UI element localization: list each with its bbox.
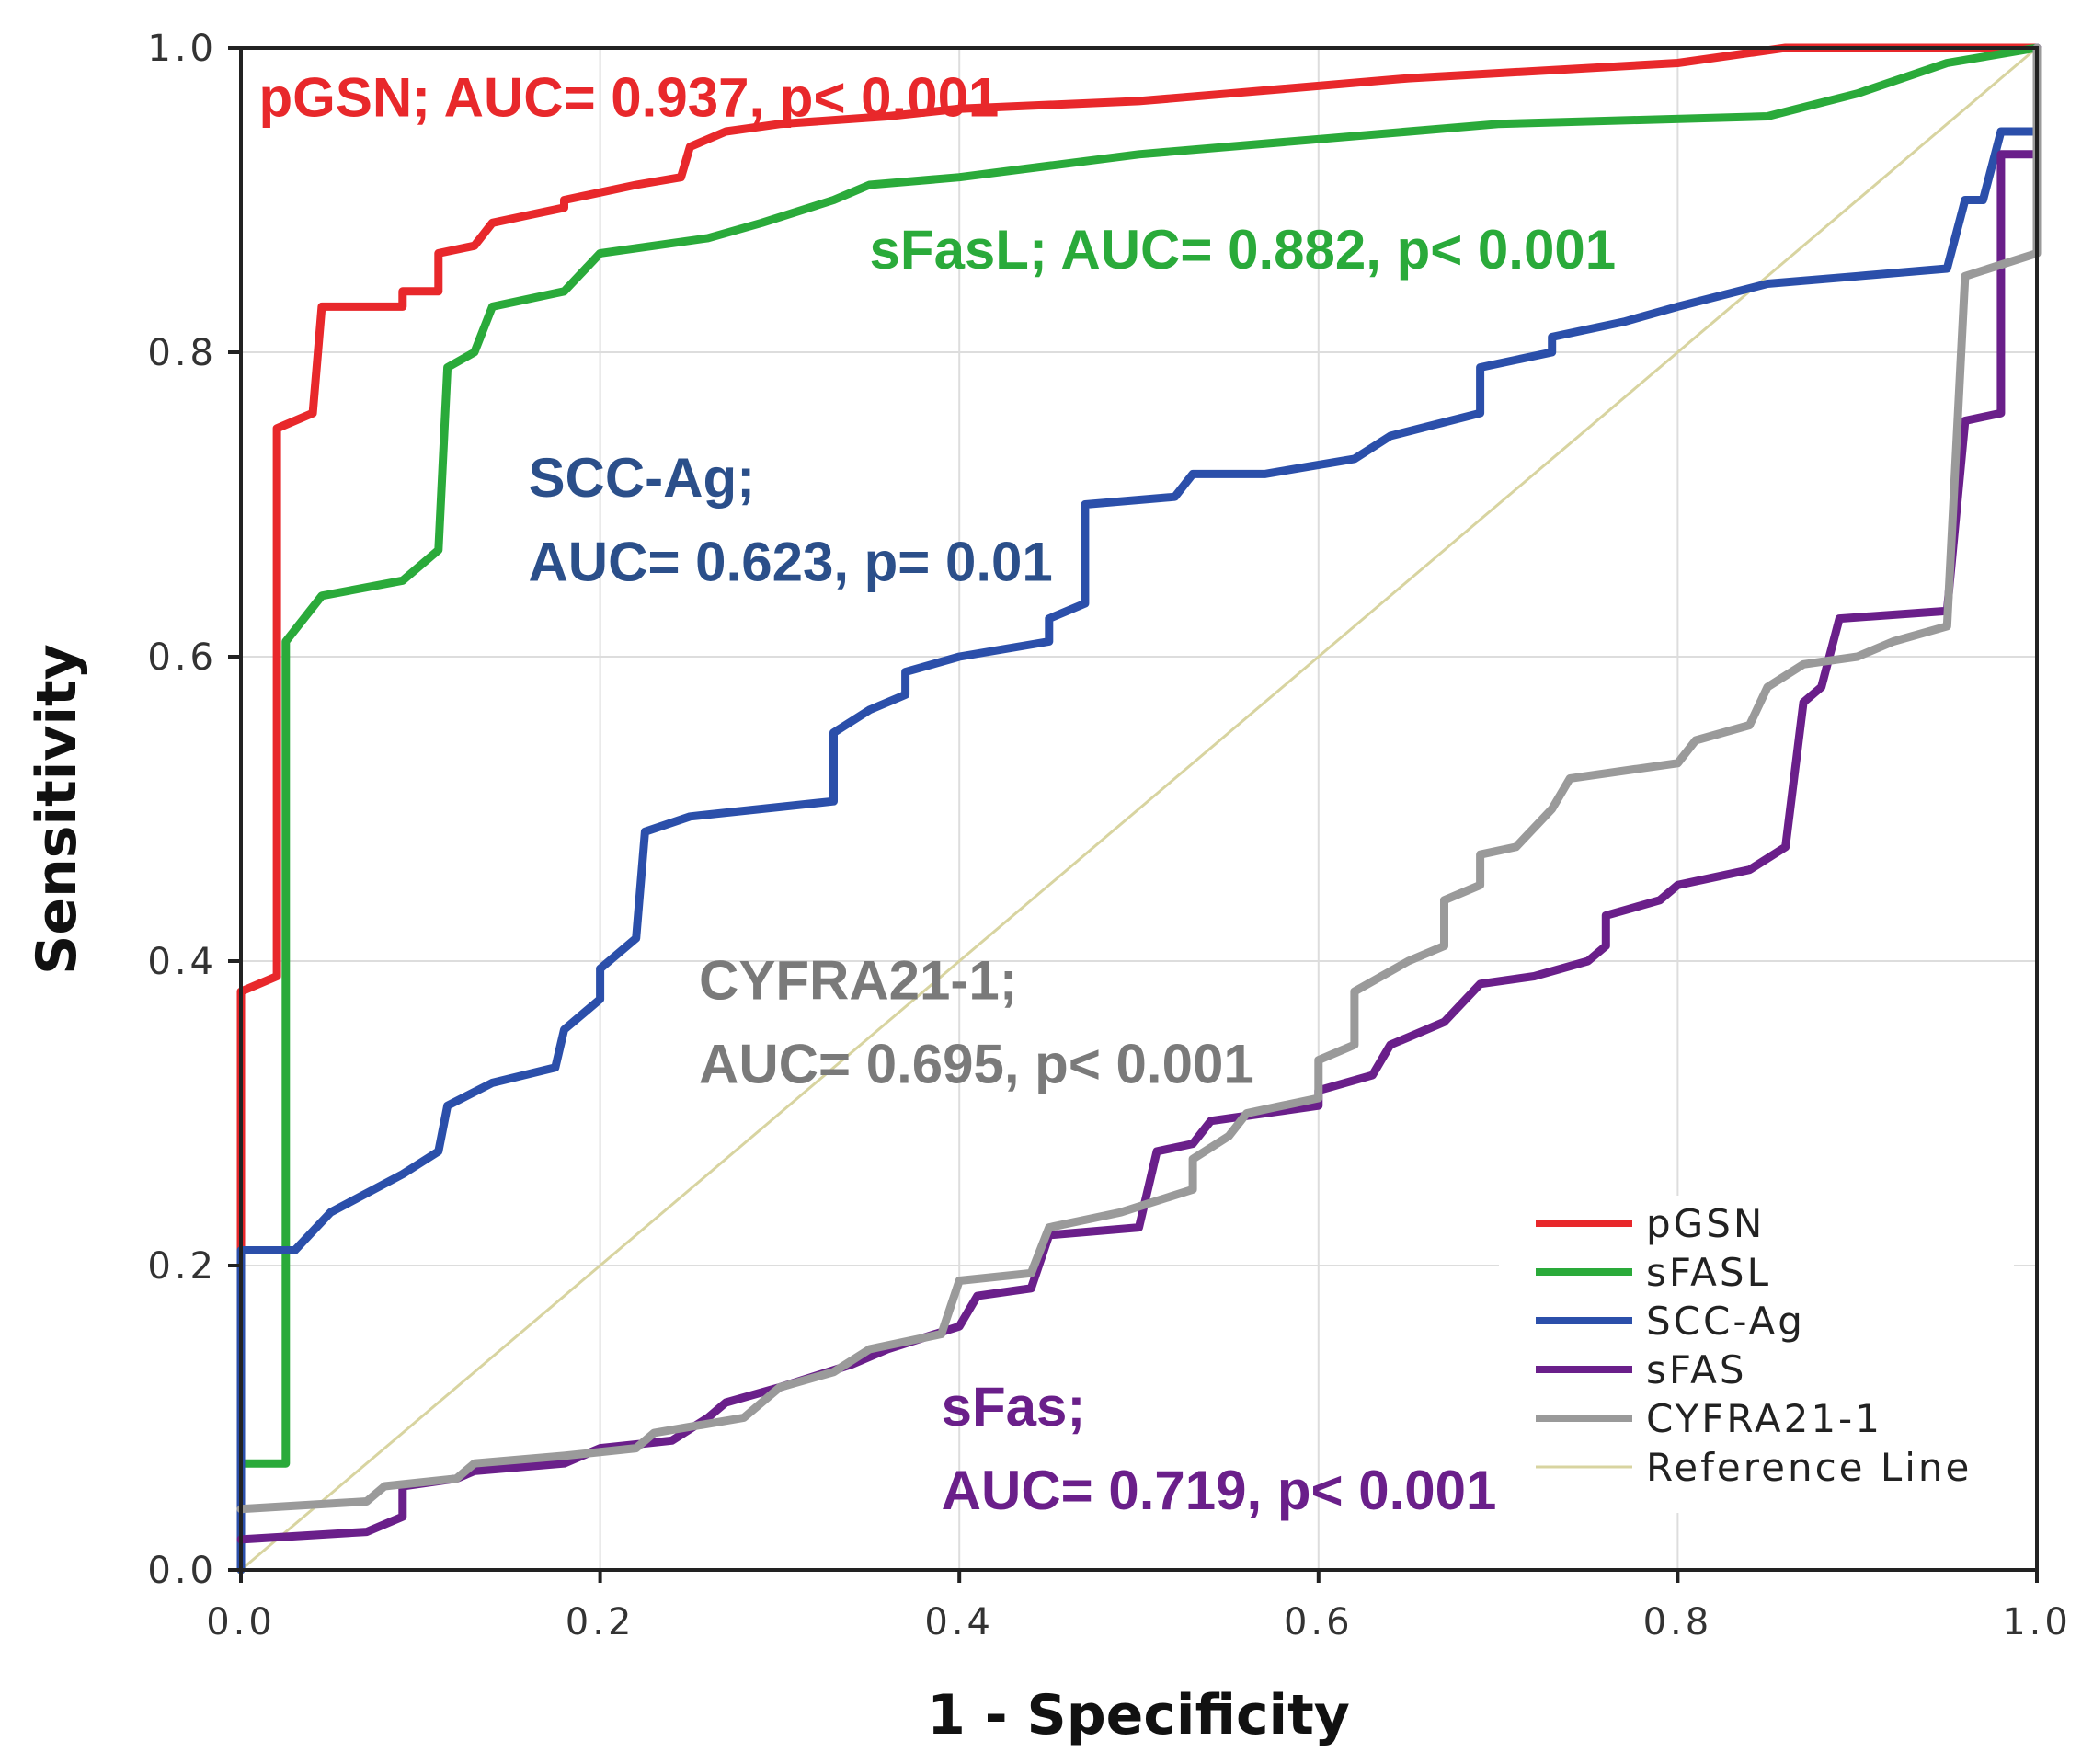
y-tick-label: 0.4	[147, 941, 217, 983]
x-tick-label: 0.2	[566, 1601, 635, 1644]
x-tick-label: 0.6	[1284, 1601, 1354, 1644]
series-line-sfasl	[236, 43, 2042, 1575]
y-tick-label: 1.0	[147, 28, 217, 70]
y-tick-label: 0.0	[147, 1550, 217, 1592]
legend-label-cyfra21-1: CYFRA21-1	[1646, 1396, 1882, 1441]
legend-label-sfas: sFAS	[1646, 1347, 1747, 1392]
series-line-cyfra21-1	[236, 43, 2042, 1514]
annotation-pgsn: pGSN; AUC= 0.937, p< 0.001	[259, 66, 1000, 128]
x-axis-title: 1 - Specificity	[927, 1683, 1350, 1747]
y-tick-label: 0.6	[147, 636, 217, 679]
y-tick-label: 0.8	[147, 332, 217, 374]
annotation-scc2: AUC= 0.623, p= 0.01	[528, 531, 1052, 592]
annotation-cyfra2: AUC= 0.695, p< 0.001	[699, 1033, 1254, 1094]
annotations: pGSN; AUC= 0.937, p< 0.001 sFasL; AUC= 0.…	[259, 66, 1617, 1520]
series-line-pgsn	[236, 43, 2042, 1575]
series-line-reference-line	[239, 46, 2039, 1572]
legend-box	[1499, 1196, 2014, 1513]
legend-label-reference-line: Reference Line	[1646, 1445, 1972, 1490]
legend-label-scc-ag: SCC-Ag	[1646, 1299, 1805, 1344]
series-layer	[236, 43, 2042, 1575]
annotation-sfasl: sFasL; AUC= 0.882, p< 0.001	[870, 219, 1617, 281]
annotation-sfas1: sFas;	[942, 1376, 1086, 1438]
annotation-scc1: SCC-Ag;	[528, 447, 755, 509]
legend-label-pgsn: pGSN	[1646, 1201, 1765, 1246]
plot-frame	[239, 46, 2039, 1572]
x-tick-label: 0.0	[206, 1601, 276, 1644]
annotation-cyfra1: CYFRA21-1;	[699, 949, 1018, 1011]
axis-ticks: 0.0 0.2 0.4 0.6 0.8 1.0 0.0 0.2 0.4 0.6 0.8 1.0	[147, 28, 2072, 1644]
y-tick-label: 0.2	[147, 1245, 217, 1288]
series-line-scc-ag	[236, 43, 2042, 1575]
x-tick-label: 1.0	[2002, 1601, 2072, 1644]
legend-label-sfasl: sFASL	[1646, 1250, 1771, 1295]
annotation-sfas2: AUC= 0.719, p< 0.001	[942, 1460, 1497, 1521]
x-tick-label: 0.4	[924, 1601, 994, 1644]
y-axis-title: Sensitivity	[25, 644, 89, 975]
reference-line-layer	[239, 46, 2039, 1572]
x-tick-label: 0.8	[1643, 1601, 1713, 1644]
